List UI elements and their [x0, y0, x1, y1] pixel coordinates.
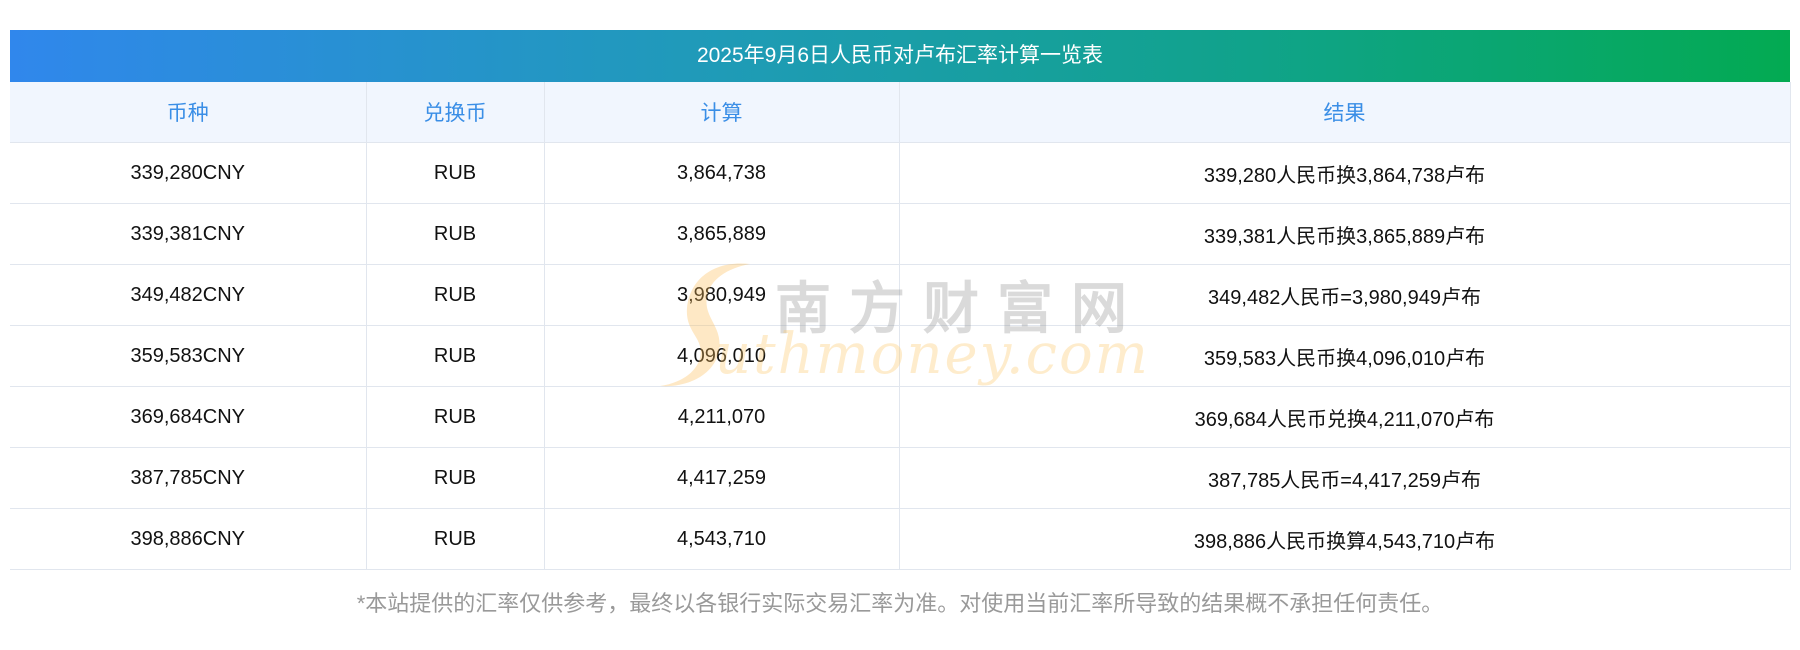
- exchange-rate-table: 2025年9月6日人民币对卢布汇率计算一览表 币种 兑换币 计算 结果 339,…: [10, 30, 1791, 570]
- table-row: 349,482CNY RUB 3,980,949 349,482人民币=3,98…: [10, 264, 1791, 326]
- table-row: 369,684CNY RUB 4,211,070 369,684人民币兑换4,2…: [10, 386, 1791, 448]
- header-row: 币种 兑换币 计算 结果: [10, 82, 1791, 143]
- cell-target: RUB: [366, 508, 545, 570]
- table-row: 339,381CNY RUB 3,865,889 339,381人民币换3,86…: [10, 203, 1791, 265]
- cell-result: 359,583人民币换4,096,010卢布: [899, 325, 1791, 387]
- cell-result: 339,381人民币换3,865,889卢布: [899, 203, 1791, 265]
- cell-calc: 4,096,010: [544, 325, 900, 387]
- disclaimer-text: *本站提供的汇率仅供参考，最终以各银行实际交易汇率为准。对使用当前汇率所导致的结…: [356, 591, 1444, 616]
- cell-target: RUB: [366, 142, 545, 204]
- cell-target: RUB: [366, 386, 545, 448]
- cell-calc: 4,543,710: [544, 508, 900, 570]
- table-row: 387,785CNY RUB 4,417,259 387,785人民币=4,41…: [10, 447, 1791, 509]
- cell-calc: 3,864,738: [544, 142, 900, 204]
- table-row: 339,280CNY RUB 3,864,738 339,280人民币换3,86…: [10, 142, 1791, 204]
- cell-currency: 387,785CNY: [10, 447, 367, 509]
- table-title: 2025年9月6日人民币对卢布汇率计算一览表: [10, 30, 1790, 82]
- cell-currency: 339,280CNY: [10, 142, 367, 204]
- cell-result: 349,482人民币=3,980,949卢布: [899, 264, 1791, 326]
- cell-target: RUB: [366, 203, 545, 265]
- cell-currency: 369,684CNY: [10, 386, 367, 448]
- cell-target: RUB: [366, 325, 545, 387]
- cell-target: RUB: [366, 264, 545, 326]
- header-currency: 币种: [10, 82, 367, 143]
- table-row: 359,583CNY RUB 4,096,010 359,583人民币换4,09…: [10, 325, 1791, 387]
- cell-currency: 359,583CNY: [10, 325, 367, 387]
- cell-currency: 398,886CNY: [10, 508, 367, 570]
- cell-calc: 4,417,259: [544, 447, 900, 509]
- cell-calc: 4,211,070: [544, 386, 900, 448]
- cell-target: RUB: [366, 447, 545, 509]
- cell-result: 398,886人民币换算4,543,710卢布: [899, 508, 1791, 570]
- header-result: 结果: [899, 82, 1791, 143]
- header-target-currency: 兑换币: [366, 82, 545, 143]
- header-calc: 计算: [544, 82, 900, 143]
- cell-currency: 339,381CNY: [10, 203, 367, 265]
- cell-result: 339,280人民币换3,864,738卢布: [899, 142, 1791, 204]
- cell-result: 387,785人民币=4,417,259卢布: [899, 447, 1791, 509]
- cell-calc: 3,865,889: [544, 203, 900, 265]
- table-row: 398,886CNY RUB 4,543,710 398,886人民币换算4,5…: [10, 508, 1791, 570]
- cell-calc: 3,980,949: [544, 264, 900, 326]
- rate-grid: 币种 兑换币 计算 结果 339,280CNY RUB 3,864,738 33…: [10, 82, 1791, 570]
- cell-currency: 349,482CNY: [10, 264, 367, 326]
- cell-result: 369,684人民币兑换4,211,070卢布: [899, 386, 1791, 448]
